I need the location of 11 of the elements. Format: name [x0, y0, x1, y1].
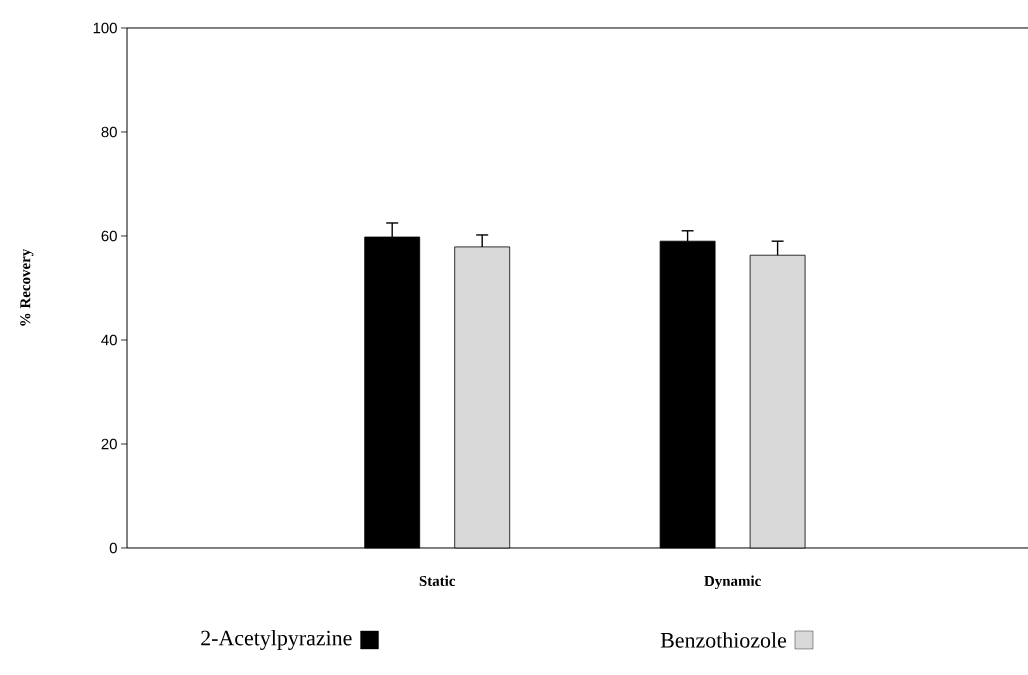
y-tick-label: 60 — [101, 230, 117, 242]
legend-label: 2-Acetylpyrazine — [201, 630, 352, 650]
y-tick-label: 20 — [101, 438, 117, 450]
legend-label: Benzothiozole — [660, 632, 787, 648]
y-tick-label: 80 — [101, 126, 117, 138]
y-tick-label: 40 — [101, 334, 117, 346]
x-tick-label: Dynamic — [704, 575, 761, 590]
y-axis-title: % Recovery — [20, 248, 34, 326]
y-tick-label: 0 — [109, 542, 117, 554]
x-tick-label: Static — [419, 575, 456, 587]
y-tick-label: 100 — [93, 22, 117, 34]
